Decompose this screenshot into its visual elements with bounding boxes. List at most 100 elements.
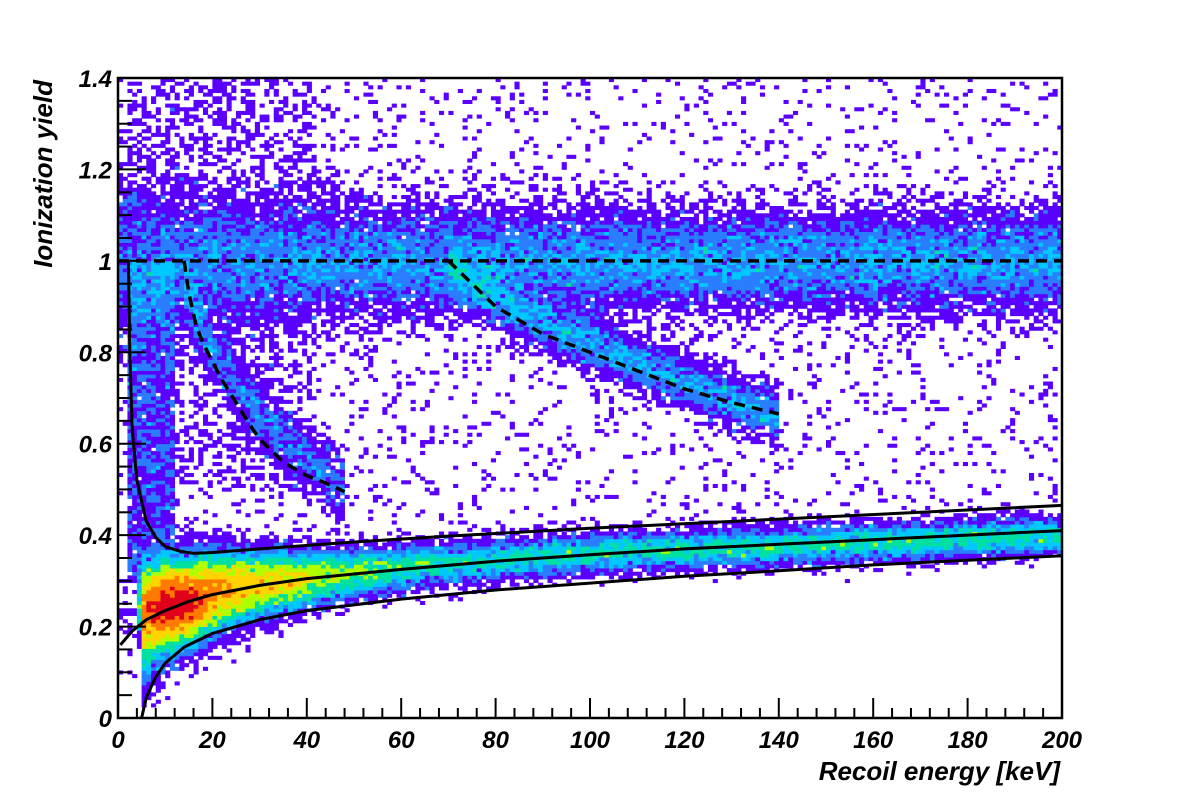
heatmap-cell (325, 454, 331, 459)
heatmap-cell (155, 451, 161, 456)
heatmap-cell (1057, 520, 1063, 525)
heatmap-cell (160, 652, 166, 657)
heatmap-cell (174, 557, 180, 562)
heatmap-cell (405, 546, 412, 551)
heatmap-cell (155, 564, 161, 569)
heatmap-cell (854, 542, 860, 547)
heatmap-cell (608, 568, 614, 573)
heatmap-cell (292, 472, 298, 478)
heatmap-cell (854, 520, 860, 525)
heatmap-cell (325, 553, 331, 558)
heatmap-cell (231, 615, 237, 620)
heatmap-cell (420, 546, 426, 551)
heatmap-cell (646, 407, 652, 412)
heatmap-cell (151, 520, 157, 525)
heatmap-cell (335, 527, 341, 532)
heatmap-cell (1057, 513, 1063, 518)
heatmap-cell (320, 498, 327, 503)
heatmap-cell (141, 410, 147, 415)
heatmap-cell (811, 546, 817, 551)
heatmap-cell (236, 546, 242, 551)
heatmap-cell (500, 564, 506, 569)
heatmap-cell (438, 553, 445, 558)
heatmap-cell (165, 505, 171, 510)
heatmap-cell (349, 575, 355, 580)
heatmap-cell (278, 564, 284, 569)
heatmap-cell (533, 579, 539, 584)
heatmap-cell (325, 443, 331, 448)
heatmap-cell (297, 432, 303, 437)
heatmap-cell (202, 615, 209, 620)
heatmap-cell (453, 531, 459, 536)
heatmap-cell (254, 425, 260, 430)
heatmap-cell (764, 538, 770, 543)
heatmap-cell (231, 593, 237, 598)
heatmap-cell (320, 454, 327, 459)
heatmap-cell (505, 546, 511, 551)
heatmap-cell (165, 458, 171, 463)
heatmap-cell (169, 491, 176, 496)
heatmap-cell (717, 560, 723, 565)
heatmap-cell (608, 564, 614, 569)
heatmap-cell (273, 432, 279, 437)
heatmap-cell (155, 418, 161, 423)
heatmap-cell (873, 557, 879, 562)
heatmap-cell (939, 553, 945, 558)
heatmap-cell (750, 524, 756, 529)
heatmap-cell (481, 553, 487, 558)
heatmap-cell (542, 560, 548, 565)
heatmap-cell (132, 633, 138, 638)
heatmap-cell (269, 575, 275, 580)
heatmap-cell (160, 630, 166, 635)
heatmap-cell (387, 560, 393, 565)
heatmap-cell (151, 465, 157, 470)
heatmap-cell (472, 425, 478, 430)
heatmap-cell (269, 414, 275, 419)
heatmap-cell (1038, 538, 1044, 543)
heatmap-cell (646, 538, 652, 543)
heatmap-cell (443, 575, 449, 580)
heatmap-cell (320, 487, 327, 492)
heatmap-cell (689, 549, 695, 554)
heatmap-cell (254, 399, 260, 404)
heatmap-cell (217, 641, 223, 646)
heatmap-cell (320, 593, 327, 598)
heatmap-cell (472, 538, 478, 543)
heatmap-cell (259, 611, 265, 616)
heatmap-cell (939, 531, 945, 536)
heatmap-cell (986, 524, 992, 529)
heatmap-cell (731, 410, 737, 415)
heatmap-cell (741, 520, 747, 525)
heatmap-cell (722, 527, 728, 532)
heatmap-cell (151, 571, 157, 576)
heatmap-cell (273, 542, 279, 547)
heatmap-cell (958, 553, 964, 558)
heatmap-cell (453, 579, 459, 584)
heatmap-cell (372, 564, 378, 569)
heatmap-cell (160, 425, 166, 430)
heatmap-cell (453, 538, 459, 543)
heatmap-cell (382, 546, 388, 551)
heatmap-cell (401, 557, 407, 562)
heatmap-cell (325, 451, 331, 456)
heatmap-cell (174, 619, 180, 624)
heatmap-cell (179, 622, 185, 627)
heatmap-cell (264, 600, 270, 606)
heatmap-cell (184, 425, 190, 430)
heatmap-cell (920, 447, 926, 452)
heatmap-cell (476, 505, 482, 510)
heatmap-cell (1057, 531, 1063, 536)
heatmap-cell (141, 421, 147, 426)
heatmap-cell (755, 440, 761, 445)
heatmap-cell (722, 542, 728, 547)
heatmap-cell (165, 524, 171, 529)
heatmap-cell (868, 542, 874, 547)
heatmap-cell (118, 491, 124, 496)
heatmap-cell (269, 436, 275, 441)
heatmap-cell (429, 582, 435, 587)
heatmap-cell (254, 476, 260, 481)
heatmap-cell (679, 531, 685, 536)
heatmap-cell (547, 462, 553, 467)
heatmap-cell (391, 579, 397, 584)
